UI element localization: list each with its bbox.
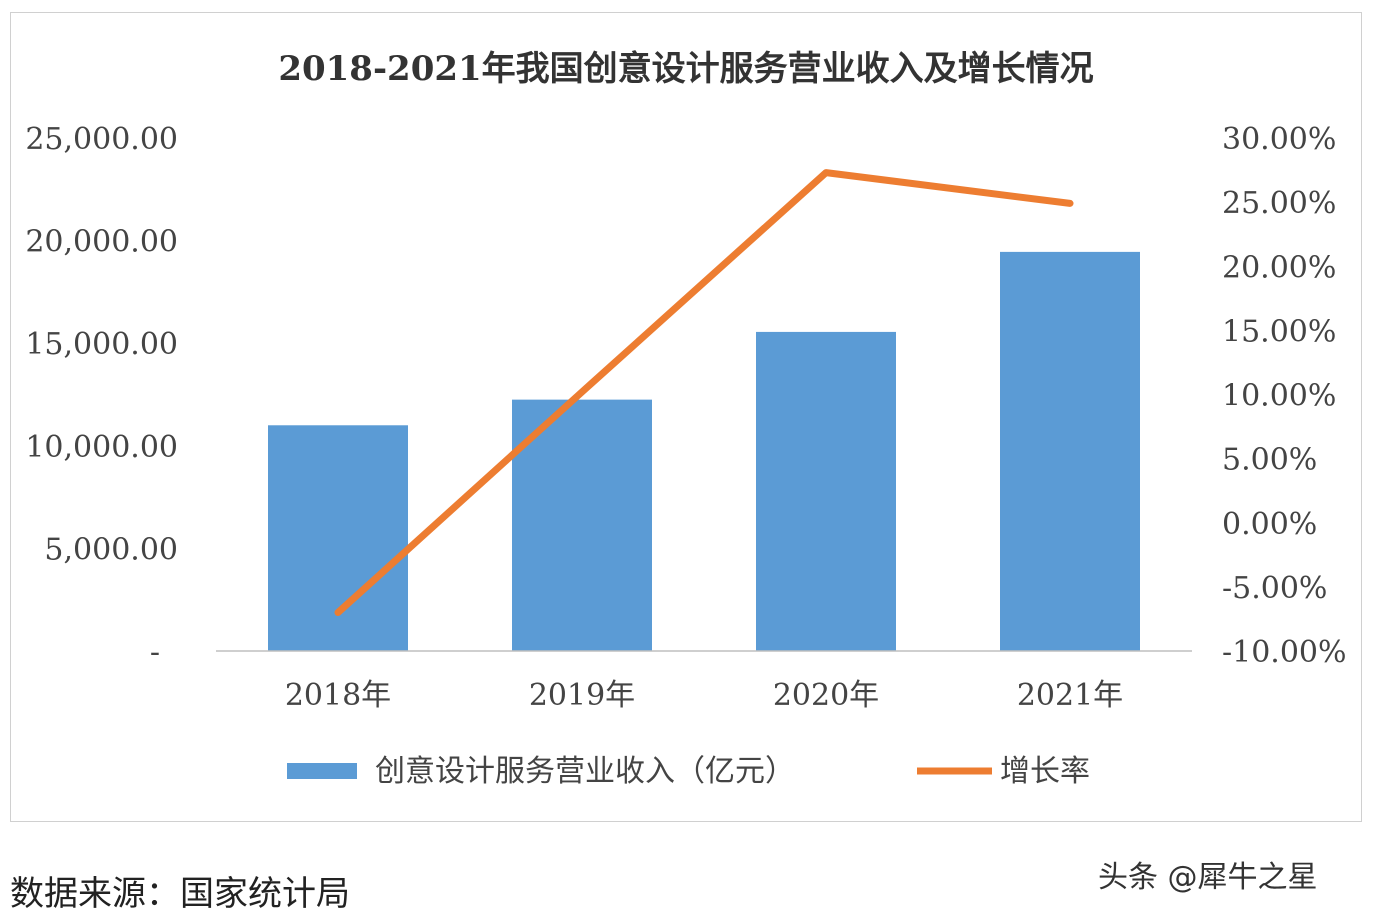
right-tick-label: 15.00% (1222, 314, 1336, 349)
data-source: 数据来源：国家统计局 (10, 874, 350, 914)
chart-title: 2018-2021年我国创意设计服务营业收入及增长情况 (278, 49, 1093, 89)
watermark: 头条 @犀牛之星 (1098, 860, 1318, 895)
legend-bar-label: 创意设计服务营业收入（亿元） (375, 754, 795, 789)
right-tick-label: 25.00% (1222, 186, 1336, 221)
legend-line-label: 增长率 (1000, 754, 1090, 789)
left-tick-label: 25,000.00 (25, 122, 178, 157)
bar-2021年 (1000, 251, 1140, 652)
right-tick-label: -10.00% (1222, 635, 1347, 670)
left-tick-label: 10,000.00 (25, 430, 178, 465)
right-tick-label: 5.00% (1222, 443, 1317, 478)
left-tick-label: 15,000.00 (25, 327, 178, 362)
bar-2018年 (268, 425, 408, 651)
growth-rate-line (334, 169, 1074, 617)
x-tick-label: 2018年 (285, 678, 391, 713)
left-tick-label: 20,000.00 (25, 225, 178, 260)
right-tick-label: -5.00% (1222, 571, 1327, 606)
legend-bar-swatch (287, 763, 357, 779)
legend: 创意设计服务营业收入（亿元） 增长率 (287, 754, 1090, 789)
bar-2019年 (512, 399, 652, 651)
right-tick-label: 10.00% (1222, 379, 1336, 414)
bar-2020年 (756, 331, 896, 651)
left-tick-label: 5,000.00 (44, 532, 178, 567)
x-tick-label: 2019年 (529, 678, 635, 713)
x-tick-label: 2021年 (1017, 678, 1123, 713)
left-tick-label: - (150, 635, 160, 670)
right-tick-label: 20.00% (1222, 250, 1336, 285)
right-tick-label: 30.00% (1222, 122, 1336, 157)
right-tick-label: 0.00% (1222, 507, 1317, 542)
chart-frame (10, 12, 1362, 822)
x-tick-label: 2020年 (773, 678, 879, 713)
